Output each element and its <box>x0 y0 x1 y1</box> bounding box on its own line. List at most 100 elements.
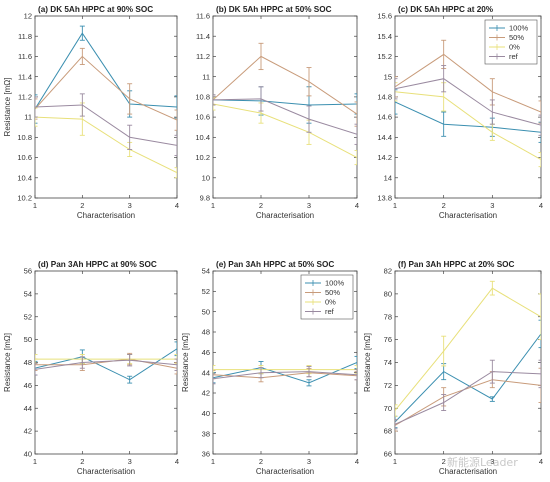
y-tick-label: 52 <box>202 287 210 296</box>
y-tick-label: 9.8 <box>200 194 210 203</box>
chart-title: (b) DK 5Ah HPPC at 50% SOC <box>216 5 332 14</box>
x-axis-label: Characterisation <box>77 211 135 220</box>
chart-title: (a) DK 5Ah HPPC at 90% SOC <box>38 5 153 14</box>
y-tick-label: 42 <box>202 389 210 398</box>
series-line-100pct <box>213 99 357 106</box>
chart-panels: (a) DK 5Ah HPPC at 90% SOC10.210.410.610… <box>3 5 543 476</box>
y-tick-label: 12 <box>24 12 32 21</box>
y-axis-label: Resistance [mΩ] <box>3 78 12 137</box>
y-tick-label: 14.8 <box>377 92 392 101</box>
y-tick-label: 11 <box>24 113 32 122</box>
series-line-0pct <box>395 91 541 161</box>
x-axis-label: Characterisation <box>77 467 135 476</box>
chart-title: (d) Pan 3Ah HPPC at 90% SOC <box>38 260 157 269</box>
y-tick-label: 74 <box>384 358 392 367</box>
y-tick-label: 10.4 <box>17 173 32 182</box>
y-axis-label: Resistance [mΩ] <box>181 333 190 392</box>
x-tick-label: 1 <box>211 201 215 210</box>
series-line-100pct <box>395 333 541 423</box>
y-tick-label: 10 <box>202 173 210 182</box>
x-tick-label: 2 <box>259 201 263 210</box>
legend-entry: 50% <box>325 288 340 297</box>
x-tick-label: 3 <box>307 457 311 466</box>
y-tick-label: 11 <box>202 72 210 81</box>
y-tick-label: 11.2 <box>18 92 32 101</box>
y-tick-label: 15.6 <box>377 12 392 21</box>
plot-area <box>34 15 178 199</box>
y-tick-label: 10.8 <box>195 92 210 101</box>
series-line-100pct <box>35 32 177 110</box>
y-tick-label: 44 <box>202 368 210 377</box>
series-line-100pct <box>35 348 177 381</box>
series-line-50pct <box>35 55 177 121</box>
x-tick-label: 4 <box>539 201 543 210</box>
chart-panel-1: (a) DK 5Ah HPPC at 90% SOC 10.2 10.4 10.6 10… <box>3 5 179 220</box>
x-tick-label: 4 <box>355 201 359 210</box>
series-line-ref <box>35 104 177 146</box>
y-tick-label: 44 <box>24 404 32 413</box>
legend-entry: ref <box>325 307 335 316</box>
series-line-0pct <box>35 116 177 174</box>
watermark-text: 新能源Leader <box>447 455 518 469</box>
x-tick-label: 4 <box>175 201 179 210</box>
chart-title: (c) DK 5Ah HPPC at 20% <box>398 5 494 14</box>
x-axis-label: Characterisation <box>256 467 314 476</box>
y-tick-label: 15 <box>384 72 392 81</box>
y-tick-label: 54 <box>202 267 210 276</box>
y-tick-label: 40 <box>24 450 32 459</box>
y-tick-label: 80 <box>384 289 392 298</box>
x-tick-label: 3 <box>490 457 494 466</box>
series-line-50pct <box>35 358 177 369</box>
x-tick-label: 4 <box>355 457 359 466</box>
legend-entry: 0% <box>325 298 336 307</box>
x-tick-label: 1 <box>33 457 37 466</box>
x-axis-label: Characterisation <box>439 467 497 476</box>
y-tick-label: 10.2 <box>195 153 210 162</box>
series-group <box>395 280 541 432</box>
x-tick-label: 1 <box>393 457 397 466</box>
y-tick-label: 48 <box>24 358 32 367</box>
legend-entry: 100% <box>325 279 345 288</box>
y-tick-label: 46 <box>24 381 32 390</box>
x-tick-label: 1 <box>211 457 215 466</box>
y-tick-label: 10.6 <box>195 113 210 122</box>
series-line-50pct <box>395 53 541 113</box>
y-tick-label: 70 <box>384 404 392 413</box>
x-axis-label: Characterisation <box>439 211 497 220</box>
x-tick-label: 2 <box>80 457 84 466</box>
chart-panel-4: (d) Pan 3Ah HPPC at 90% SOC4042444648505… <box>3 260 179 476</box>
x-tick-label: 2 <box>442 201 446 210</box>
y-tick-label: 11.6 <box>18 52 32 61</box>
series-line-ref <box>35 359 177 370</box>
x-tick-label: 4 <box>539 457 543 466</box>
series-line-50pct <box>395 379 541 426</box>
y-tick-label: 10.2 <box>17 194 32 203</box>
y-tick-label: 66 <box>384 450 392 459</box>
y-tick-label: 14.4 <box>377 133 392 142</box>
y-tick-label: 11.6 <box>196 12 210 21</box>
legend: 100%50%0%ref <box>484 19 538 65</box>
x-axis-label: Characterisation <box>256 211 314 220</box>
legend-entry: 50% <box>509 33 524 42</box>
x-tick-label: 3 <box>128 201 132 210</box>
y-tick-label: 50 <box>202 307 210 316</box>
series-line-ref <box>213 98 357 135</box>
series-group <box>213 355 357 387</box>
y-tick-label: 50 <box>24 335 32 344</box>
y-tick-label: 76 <box>384 335 392 344</box>
series-line-50pct <box>213 55 357 115</box>
y-tick-label: 14.2 <box>377 153 392 162</box>
series-group <box>395 39 541 168</box>
plot-area <box>212 15 358 199</box>
chart-panel-5: (e) Pan 3Ah HPPC at 50% SOC3638404244464… <box>181 260 359 476</box>
y-tick-label: 54 <box>24 289 32 298</box>
legend-entry: 0% <box>509 43 520 52</box>
y-tick-label: 14.6 <box>377 113 392 122</box>
y-tick-label: 40 <box>202 409 210 418</box>
x-tick-label: 2 <box>80 201 84 210</box>
series-line-ref <box>395 371 541 425</box>
y-tick-label: 48 <box>202 328 210 337</box>
y-axis-label: Resistance [mΩ] <box>3 333 12 392</box>
y-tick-label: 78 <box>384 312 392 321</box>
